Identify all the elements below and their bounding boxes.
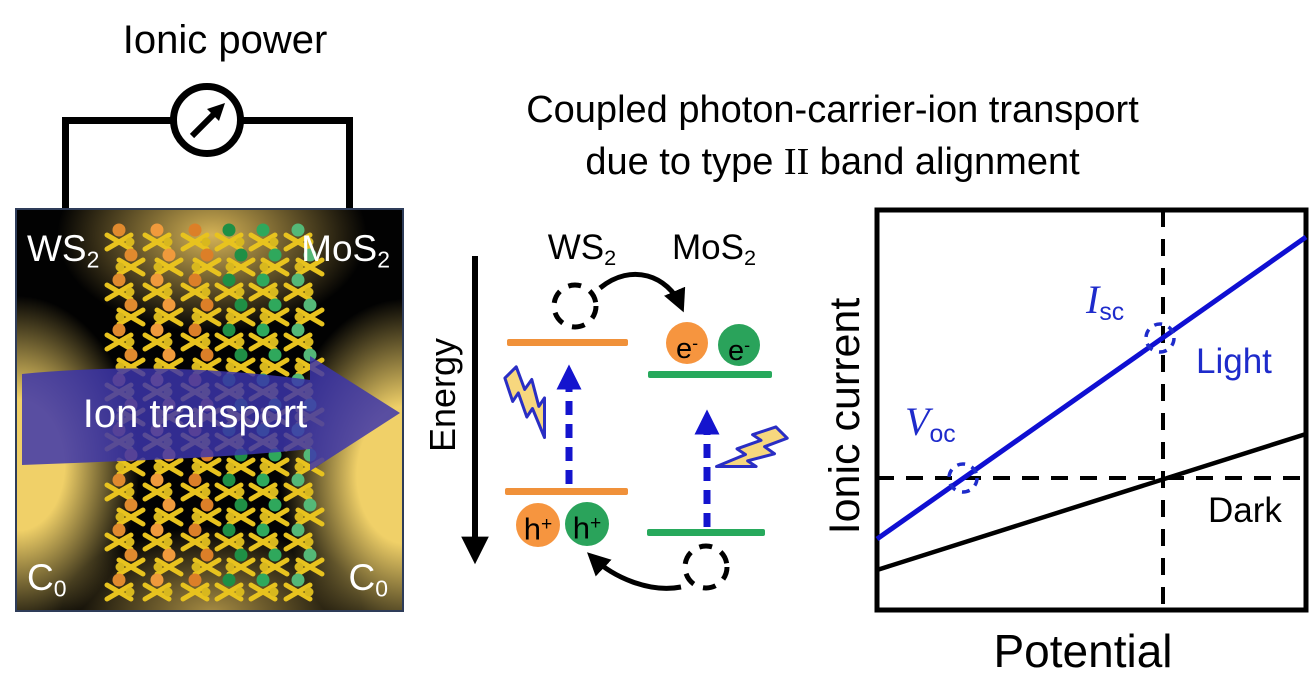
- light-label: Light: [1196, 342, 1272, 381]
- hole-transfer-arrow: [587, 552, 682, 591]
- band-diagram: [461, 256, 789, 591]
- figure-title-line2: due to type II band alignment: [585, 141, 1080, 183]
- y-axis-label: Ionic current: [821, 297, 869, 535]
- ws2-label-band: WS2: [547, 228, 617, 271]
- electron-ball-orange: e-: [666, 322, 708, 365]
- mos2-label-box: MoS2: [301, 228, 390, 273]
- ws2-label-box: WS2: [27, 228, 100, 273]
- lightning-bolt-icon-right: [715, 425, 789, 468]
- dark-label: Dark: [1208, 491, 1282, 530]
- figure-title-line1: Coupled photon-carrier-ion transport: [526, 89, 1139, 131]
- isc-marker-circle: [1144, 322, 1176, 354]
- voc-label: Voc: [905, 399, 956, 448]
- dark-iv-line: [876, 431, 1307, 573]
- figure-title: Coupled photon-carrier-ion transport due…: [480, 84, 1185, 188]
- mos2-label-band: MoS2: [671, 228, 757, 271]
- electron-transfer-arrow: [598, 271, 686, 313]
- meter-needle-icon: [189, 103, 225, 139]
- voc-marker-circle: [947, 462, 979, 494]
- wire-left-vertical: [62, 117, 69, 211]
- lightning-bolt-icon-left: [503, 365, 546, 439]
- graph-frame: [874, 207, 1309, 613]
- hole-ball-orange: h+: [516, 503, 560, 547]
- device-sample-box: WS2 MoS2 Ion transport C0 C0: [15, 208, 404, 612]
- iv-graph: [874, 207, 1309, 613]
- light-iv-line: [875, 234, 1308, 542]
- meter-icon: [170, 83, 244, 157]
- concentration-left-label: C0: [27, 556, 67, 601]
- ion-transport-arrow: [22, 356, 400, 471]
- dashed-state-circle-bottom: [682, 543, 730, 591]
- x-axis-label: Potential: [993, 625, 1173, 677]
- ion-transport-label: Ion transport: [82, 392, 308, 436]
- isc-label: Isc: [1086, 277, 1125, 326]
- mos2-conduction-band: [648, 371, 772, 378]
- concentration-right-label: C0: [348, 556, 389, 601]
- wire-right-horizontal: [240, 117, 353, 124]
- hole-ball-green: h+: [565, 502, 609, 546]
- ionic-power-title: Ionic power: [122, 18, 328, 62]
- dashed-state-circle-top: [551, 282, 599, 330]
- ws2-conduction-band: [507, 339, 628, 346]
- wire-left-horizontal: [62, 117, 174, 124]
- mos2-valence-band: [647, 529, 765, 536]
- electron-ball-green: e-: [718, 324, 760, 367]
- ws2-valence-band: [505, 488, 628, 495]
- wire-right-vertical: [346, 117, 353, 211]
